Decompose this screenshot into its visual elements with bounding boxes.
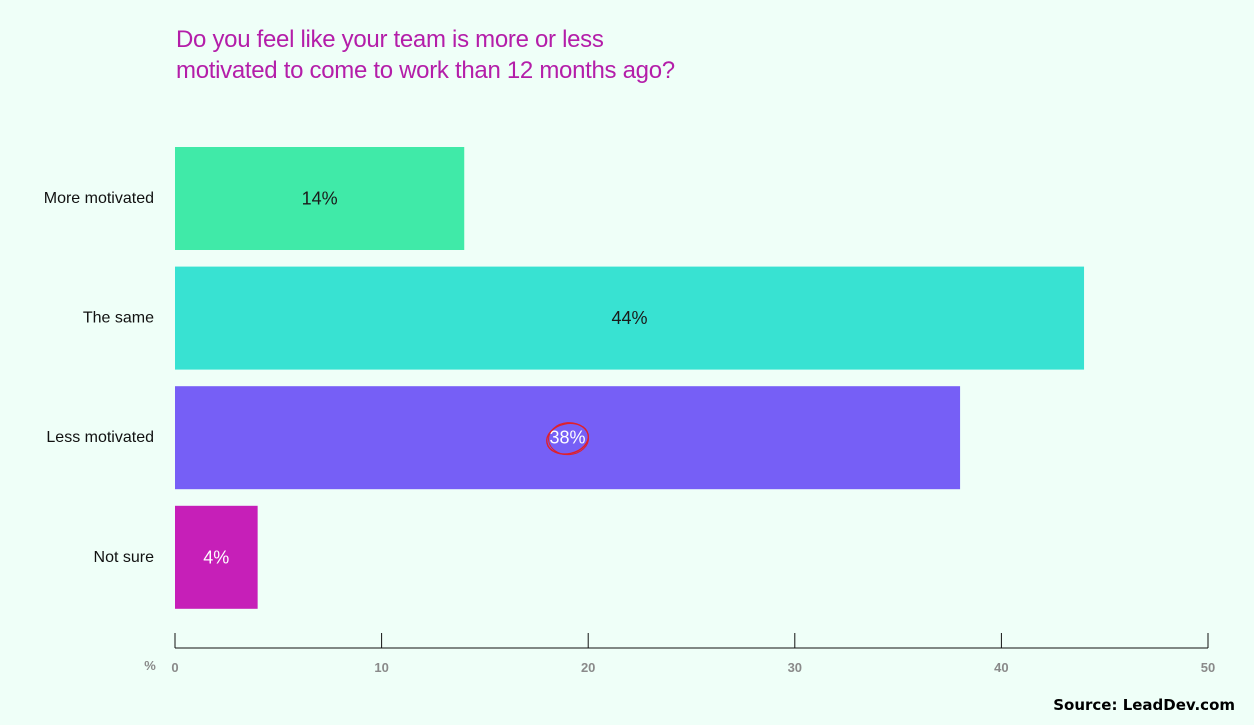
- highlight-circle-stroke: [548, 422, 590, 456]
- chart-title-line-2: motivated to come to work than 12 months…: [176, 57, 675, 84]
- bar-the-same: [175, 266, 1085, 370]
- category-label-not-sure: Not sure: [94, 549, 155, 566]
- x-tick-label-20: 20: [581, 660, 595, 675]
- chart-title: Do you feel like your team is more or le…: [176, 24, 876, 86]
- data-label-the-same: 44%: [612, 308, 648, 328]
- source-credit: Source: LeadDev.com: [1053, 696, 1235, 714]
- chart-title-line-1: Do you feel like your team is more or le…: [176, 26, 604, 53]
- x-tick-label-50: 50: [1201, 660, 1215, 675]
- x-tick-label-30: 30: [788, 660, 802, 675]
- bar-less-motivated: [175, 386, 961, 490]
- x-tick-label-10: 10: [374, 660, 388, 675]
- bar-more-motivated: [175, 147, 465, 250]
- x-axis-label: %: [144, 658, 156, 673]
- data-label-less-motivated: 38%: [550, 428, 586, 448]
- category-label-more-motivated: More motivated: [44, 190, 154, 207]
- x-tick-label-0: 0: [171, 660, 178, 675]
- data-label-not-sure: 4%: [203, 547, 229, 567]
- bar-not-sure: [175, 505, 258, 609]
- x-tick-label-40: 40: [994, 660, 1008, 675]
- data-label-more-motivated: 14%: [302, 189, 338, 209]
- category-label-less-motivated: Less motivated: [46, 429, 154, 446]
- category-label-the-same: The same: [83, 310, 154, 327]
